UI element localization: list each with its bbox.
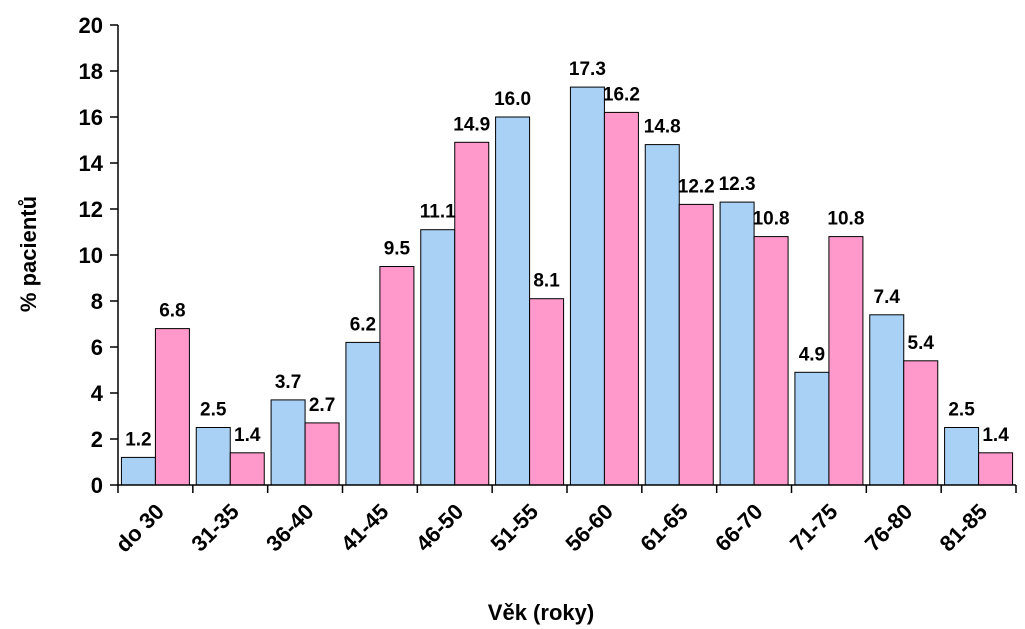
bar-81-85-s2: [978, 452, 1014, 486]
x-tick-label: 76-80: [860, 499, 917, 556]
x-tick-label: 61-65: [635, 499, 692, 556]
x-tick-label: 31-35: [186, 499, 243, 556]
bar-46-50-s1: [420, 229, 456, 486]
data-label: 2.5: [200, 400, 227, 421]
data-label: 2.7: [309, 395, 335, 416]
data-label: 5.4: [908, 333, 935, 354]
bar-56-60-s1: [569, 86, 605, 486]
bar-66-70-s2: [753, 236, 789, 486]
x-tick-label: 56-60: [560, 499, 617, 556]
axes-layer: [110, 24, 1017, 493]
bar-do 30-s1: [120, 456, 156, 486]
x-tick-label: 71-75: [785, 499, 842, 556]
bar-81-85-s1: [944, 427, 980, 486]
data-label: 2.5: [948, 400, 975, 421]
data-label: 12.3: [719, 174, 756, 195]
data-label: 11.1: [420, 202, 456, 223]
bar-41-45-s2: [379, 266, 415, 486]
data-label: 6.2: [350, 314, 376, 335]
y-tick-label: 6: [91, 335, 103, 360]
bar-66-70-s1: [719, 201, 755, 486]
data-label: 3.7: [275, 372, 301, 393]
bars-layer: [120, 86, 1014, 486]
data-label: 16.2: [603, 84, 640, 105]
y-tick-label: 10: [79, 243, 103, 268]
y-tick-label: 12: [79, 197, 103, 222]
data-label: 6.8: [159, 301, 185, 322]
data-label: 17.3: [569, 59, 606, 80]
bar-71-75-s1: [794, 371, 830, 486]
bar-51-55-s1: [495, 116, 531, 486]
bar-31-35-s1: [195, 427, 231, 486]
data-label: 1.4: [234, 425, 261, 446]
data-label: 12.2: [678, 176, 715, 197]
data-label: 1.4: [982, 425, 1009, 446]
y-tick-label: 0: [91, 473, 103, 498]
y-axis-title: % pacientů: [16, 196, 41, 312]
data-label: 14.9: [453, 114, 490, 135]
data-label: 7.4: [874, 287, 901, 308]
data-label: 8.1: [533, 271, 560, 292]
x-tick-label: do 30: [111, 499, 169, 557]
data-label: 1.2: [125, 429, 151, 450]
bar-51-55-s2: [529, 298, 565, 486]
y-tick-label: 4: [91, 381, 104, 406]
data-label: 9.5: [384, 239, 411, 260]
bar-36-40-s1: [270, 399, 306, 486]
bar-76-80-s2: [903, 360, 939, 486]
data-label: 10.8: [827, 209, 864, 230]
bar-36-40-s2: [304, 422, 340, 486]
x-tick-label: 41-45: [336, 499, 393, 556]
x-tick-label: 46-50: [411, 499, 468, 556]
bar-41-45-s1: [345, 341, 381, 486]
x-tick-label: 66-70: [710, 499, 767, 556]
bar-56-60-s2: [603, 111, 639, 486]
bar-31-35-s2: [229, 452, 265, 486]
y-tick-label: 8: [91, 289, 103, 314]
data-label: 4.9: [799, 344, 825, 365]
x-tick-label: 36-40: [261, 499, 318, 556]
data-label: 14.8: [644, 117, 681, 138]
data-label: 10.8: [753, 209, 790, 230]
y-tick-label: 14: [79, 151, 104, 176]
bar-61-65-s1: [644, 144, 680, 486]
y-tick-label: 16: [79, 105, 103, 130]
x-tick-label: 81-85: [935, 499, 992, 556]
y-tick-label: 20: [79, 13, 103, 38]
x-tick-label: 51-55: [486, 499, 543, 556]
y-tick-label: 18: [79, 59, 103, 84]
y-tick-label: 2: [91, 427, 103, 452]
bar-labels-layer: 1.2 2.5 3.7 6.2 11.1 16.0 17.3 14.8 12.3 4.9 7.4 2.…: [125, 59, 1009, 450]
bar-46-50-s2: [454, 141, 490, 486]
bar-do 30-s2: [154, 328, 190, 486]
x-axis-title: Věk (roky): [488, 600, 594, 625]
bar-76-80-s1: [869, 314, 905, 486]
bar-71-75-s2: [828, 236, 864, 486]
bar-61-65-s2: [678, 203, 714, 486]
data-label: 16.0: [494, 89, 531, 110]
